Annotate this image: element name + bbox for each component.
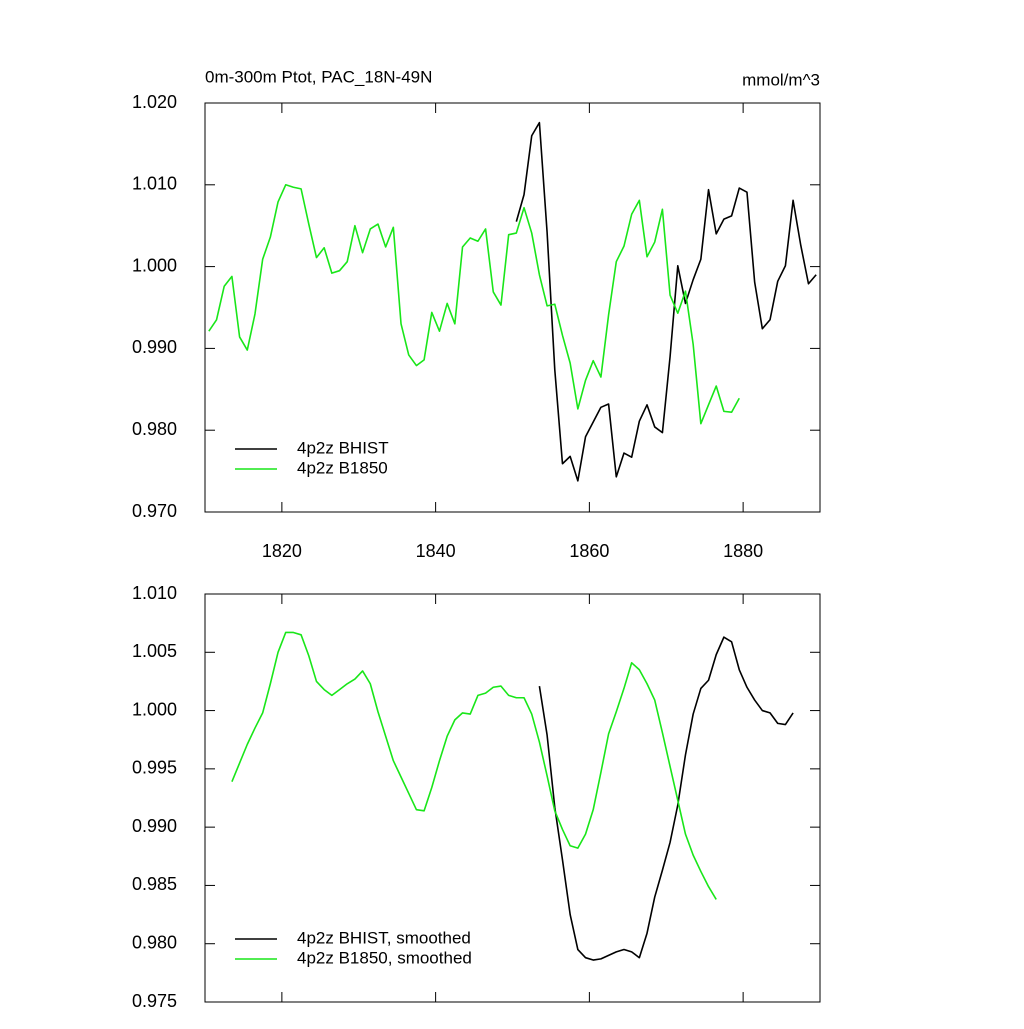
legend-label: 4p2z BHIST, smoothed <box>297 928 471 947</box>
y-tick-label: 0.970 <box>132 501 177 521</box>
legend-label: 4p2z B1850 <box>297 458 388 477</box>
y-tick-label: 0.990 <box>132 337 177 357</box>
y-tick-label: 0.990 <box>132 816 177 836</box>
y-tick-label: 0.975 <box>132 991 177 1011</box>
series-line <box>515 121 817 482</box>
series-line <box>538 636 794 961</box>
legend-label: 4p2z BHIST <box>297 438 389 457</box>
y-tick-label: 1.020 <box>132 92 177 112</box>
y-tick-label: 0.985 <box>132 874 177 894</box>
plot-frame <box>204 593 821 1003</box>
y-tick-label: 0.995 <box>132 758 177 778</box>
x-tick-label: 1860 <box>569 541 609 561</box>
x-tick-label: 1840 <box>416 541 456 561</box>
y-tick-label: 0.980 <box>132 419 177 439</box>
y-tick-label: 1.000 <box>132 699 177 719</box>
y-tick-label: 1.010 <box>132 174 177 194</box>
plot-frame <box>204 102 821 513</box>
y-tick-label: 1.005 <box>132 641 177 661</box>
y-tick-label: 0.980 <box>132 932 177 952</box>
y-tick-label: 1.000 <box>132 255 177 275</box>
y-tick-label: 1.010 <box>132 583 177 603</box>
chart-title: 0m-300m Ptot, PAC_18N-49N <box>205 67 432 86</box>
series-line <box>208 184 740 425</box>
legend-label: 4p2z B1850, smoothed <box>297 948 472 967</box>
x-tick-label: 1820 <box>262 541 302 561</box>
units-label: mmol/m^3 <box>742 70 820 89</box>
x-tick-label: 1880 <box>723 541 763 561</box>
series-line <box>231 631 717 900</box>
